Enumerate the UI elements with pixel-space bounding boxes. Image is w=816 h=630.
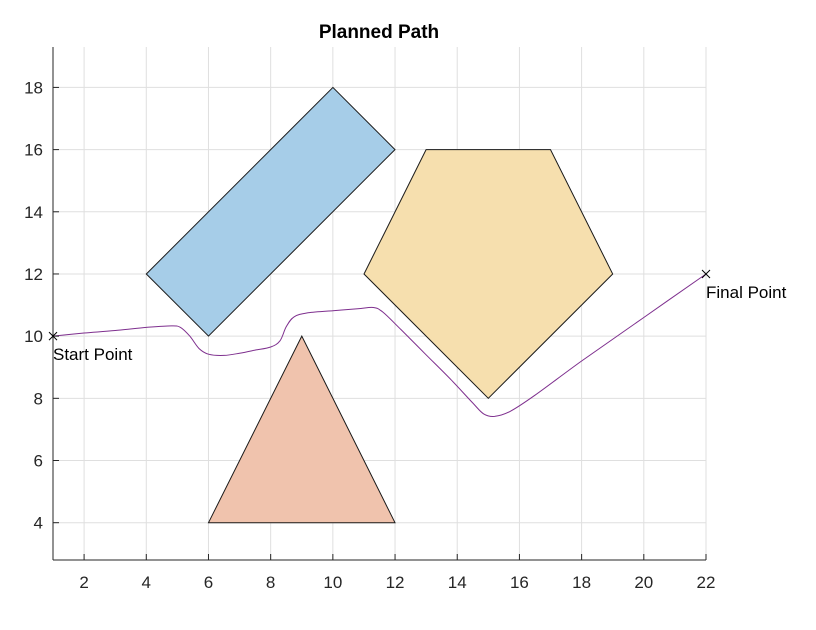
obstacle-rectangle (145, 86, 396, 337)
x-tick-label: 22 (697, 573, 716, 592)
y-tick-label: 4 (34, 514, 43, 533)
y-tick-label: 10 (24, 327, 43, 346)
start-point-marker (48, 331, 58, 341)
y-tick-label: 6 (34, 452, 43, 471)
x-tick-label: 14 (448, 573, 467, 592)
x-tick-label: 12 (386, 573, 405, 592)
chart-title: Planned Path (319, 22, 439, 43)
final-point-label: Final Point (706, 283, 787, 302)
x-tick-label: 4 (142, 573, 151, 592)
obstacles (145, 86, 614, 524)
x-tick-label: 6 (204, 573, 213, 592)
axes: 2 4 6 8 10 12 14 16 18 20 22 4 6 8 10 12 14 16 18 (24, 47, 715, 592)
grid (53, 47, 707, 560)
obstacle-pentagon (363, 149, 614, 400)
x-tick-label: 16 (510, 573, 529, 592)
x-tick-label: 18 (572, 573, 591, 592)
y-tick-label: 18 (24, 78, 43, 97)
path-layer (52, 273, 707, 417)
x-tick-label: 8 (266, 573, 275, 592)
final-point-marker (701, 269, 711, 279)
planned-path-line (52, 273, 707, 417)
y-tick-label: 14 (24, 203, 43, 222)
markers: Start Point Final Point (48, 269, 787, 364)
y-tick-label: 16 (24, 141, 43, 160)
start-point-label: Start Point (53, 345, 133, 364)
y-tick-label: 8 (34, 389, 43, 408)
x-mark (48, 331, 58, 341)
obstacle-triangle (207, 334, 396, 524)
x-tick-label: 2 (79, 573, 88, 592)
x-mark (701, 269, 711, 279)
x-tick-label: 20 (634, 573, 653, 592)
y-tick-label: 12 (24, 265, 43, 284)
x-tick-label: 10 (323, 573, 342, 592)
